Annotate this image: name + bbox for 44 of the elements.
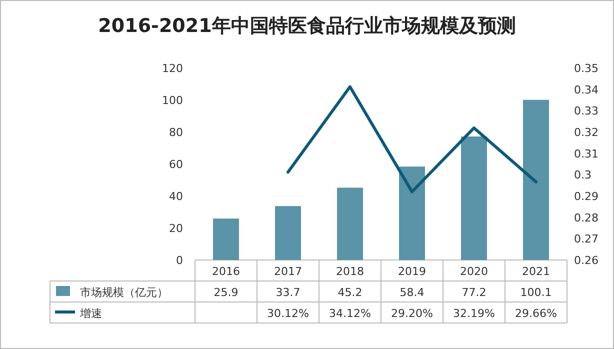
bar — [461, 136, 487, 260]
y2-tick-label: 0.27 — [574, 232, 598, 246]
y2-tick-label: 0.3 — [574, 168, 592, 182]
data-label: 30.12% — [267, 307, 309, 320]
data-label: 77.2 — [462, 286, 486, 299]
chart-title: 2016-2021年中国特医食品行业市场规模及预测 — [98, 15, 516, 37]
bar — [213, 218, 239, 260]
y2-tick-label: 0.28 — [574, 211, 598, 224]
x-tick-label: 2016 — [212, 265, 240, 278]
y2-tick-label: 0.33 — [574, 104, 598, 118]
data-label: 29.66% — [515, 307, 557, 320]
x-tick-label: 2017 — [274, 265, 302, 278]
x-tick-label: 2021 — [522, 265, 550, 278]
data-label: 100.1 — [520, 286, 552, 299]
bar — [399, 166, 425, 260]
data-label: 29.20% — [391, 307, 433, 320]
x-tick-label: 2018 — [336, 265, 364, 278]
data-label: 58.4 — [400, 286, 424, 299]
y2-tick-label: 0.31 — [574, 147, 598, 160]
y2-tick-label: 0.34 — [574, 83, 598, 96]
data-label: 25.9 — [214, 286, 238, 299]
y-tick-label: 40 — [169, 190, 183, 203]
y2-tick-label: 0.32 — [574, 126, 598, 139]
x-tick-label: 2020 — [460, 265, 488, 278]
bar — [275, 206, 301, 260]
y-tick-label: 0 — [176, 254, 183, 267]
legend-label: 市场规模（亿元） — [80, 286, 168, 299]
line-series — [286, 85, 538, 194]
y-tick-label: 100 — [162, 94, 183, 107]
data-label: 34.12% — [329, 307, 371, 320]
y2-tick-label: 0.26 — [574, 254, 598, 267]
y-tick-label: 60 — [169, 158, 183, 171]
y2-tick-label: 0.29 — [574, 190, 598, 203]
bar — [523, 100, 549, 260]
x-tick-label: 2019 — [398, 265, 426, 278]
y2-tick-label: 0.35 — [574, 62, 598, 75]
legend-label: 增速 — [79, 307, 102, 320]
data-label: 45.2 — [338, 286, 362, 299]
bar — [337, 188, 363, 260]
data-label: 32.19% — [453, 307, 495, 320]
y-tick-label: 80 — [169, 126, 183, 139]
y-tick-label: 20 — [169, 222, 183, 235]
y-tick-label: 120 — [162, 62, 183, 75]
data-label: 33.7 — [276, 286, 300, 299]
